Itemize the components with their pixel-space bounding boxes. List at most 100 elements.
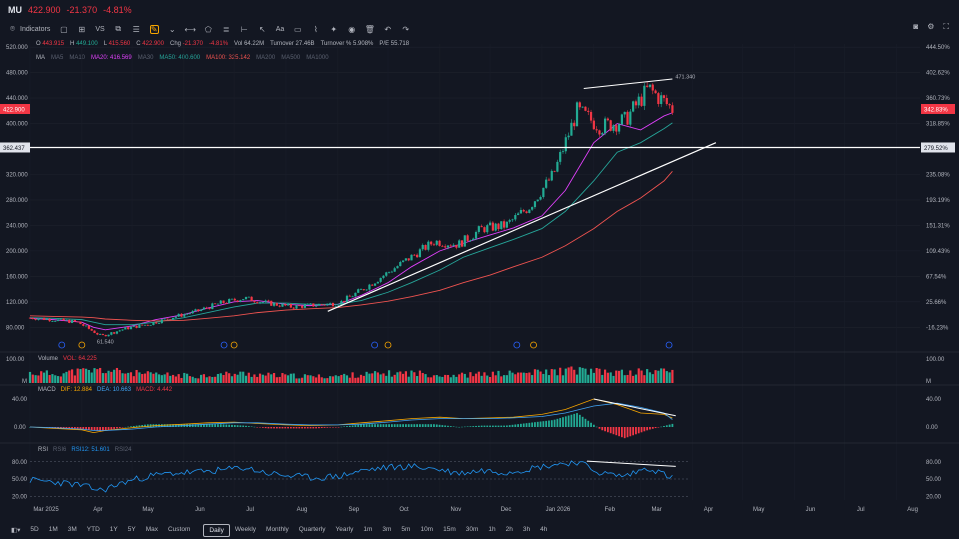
timeframe-5m[interactable]: 5m [401, 525, 411, 533]
volume-bar [303, 374, 307, 383]
macd-hist-bar [90, 427, 93, 431]
hline-tag-pct-label: 279.52% [924, 146, 948, 152]
indicators-button[interactable]: ⌾ Indicators [8, 24, 50, 34]
x-tick-label: Mar [651, 507, 661, 513]
timeframe-1y[interactable]: 1Y [109, 525, 118, 533]
rect-icon[interactable]: ▢ [60, 24, 68, 34]
volume-bar [301, 377, 304, 383]
timeframe-1m[interactable]: 1m [363, 525, 373, 533]
fib-icon[interactable]: ≣ [222, 24, 230, 34]
line-tool-icon[interactable]: ⟷ [184, 24, 196, 34]
macd-hist-bar [200, 424, 203, 427]
settings-icon[interactable]: ⚙ [927, 22, 935, 31]
macd-hist-bar [606, 427, 609, 433]
volume-bar [171, 374, 175, 383]
timeframe-list: 5D 1M 3M YTD 1Y 5Y Max Custom Daily Weekly Monthly… [25, 523, 552, 537]
timeframe-monthly[interactable]: Monthly [266, 525, 289, 533]
timeframe-max[interactable]: Max [145, 525, 158, 533]
y-tick-label-pct: 67.54% [926, 274, 947, 280]
camera-icon[interactable]: ◙ [913, 22, 919, 31]
timeframe-2h[interactable]: 2h [505, 525, 513, 533]
ma-legend: MA MA5 MA10 MA20: 416.569 MA30 MA50: 400… [36, 55, 329, 61]
volume-bar [56, 376, 60, 383]
measure-icon[interactable]: ⊢ [240, 24, 248, 34]
comment-icon[interactable]: ▭ [293, 24, 302, 34]
macd-hist-bar [256, 427, 259, 428]
y-tick-label: 400.000 [6, 122, 28, 128]
ma-line-1 [29, 122, 673, 326]
volume-bar [143, 373, 147, 383]
redo-icon[interactable]: ↷ [402, 24, 410, 34]
macd-hist-bar [635, 427, 637, 435]
macd-hist-bar [222, 424, 225, 427]
rsi-legend: RSI RSI6 RSI12: 51.601 RSI24 [38, 447, 131, 453]
macd-legend: MACD DIF: 12.884 DEA: 10.663 MACD: 4.442 [38, 387, 172, 393]
macd-hist-bar [99, 427, 102, 432]
macd-hist-bar [312, 427, 315, 429]
timeframe-1m[interactable]: 1M [48, 525, 58, 533]
x-tick-label: Mar 2025 [33, 507, 59, 513]
volume-bar [646, 369, 649, 383]
poly-icon[interactable]: ⬠ [204, 24, 212, 34]
timeframe-5y[interactable]: 5Y [127, 525, 136, 533]
candle-body [68, 319, 71, 323]
volume-bar [559, 367, 562, 383]
timeframe-5d[interactable]: 5D [30, 525, 39, 533]
trash-icon[interactable]: 🗑 [364, 24, 375, 34]
rsi-tick: 50.00 [12, 477, 28, 483]
timeframe-quarterly[interactable]: Quarterly [298, 525, 326, 533]
list-icon[interactable]: ☰ [132, 24, 140, 34]
candle-body [115, 331, 119, 334]
candle-body [289, 303, 292, 308]
cursor-icon[interactable]: ↖ [258, 24, 266, 34]
timeframe-30m[interactable]: 30m [465, 525, 479, 533]
compare-icon[interactable]: ⊞ [78, 24, 86, 34]
macd-hist-bar [520, 423, 522, 427]
timeframe-weekly[interactable]: Weekly [234, 525, 257, 533]
undo-icon[interactable]: ↶ [384, 24, 392, 34]
eye-icon[interactable]: ◉ [348, 24, 356, 34]
text-tool-button[interactable]: Aa [275, 25, 285, 33]
timeframe-1h[interactable]: 1h [488, 525, 496, 533]
timeframe-3m[interactable]: 3m [382, 525, 392, 533]
macd-hist-bar [130, 426, 132, 427]
timeframe-10m[interactable]: 10m [420, 525, 434, 533]
fullscreen-icon[interactable]: ⛶ [943, 22, 949, 31]
timeframe-custom[interactable]: Custom [167, 525, 191, 533]
y-tick-label-pct: 444.50% [926, 45, 950, 51]
layout-icon[interactable]: ⧉ [115, 24, 122, 33]
timeframe-3m[interactable]: 3M [67, 525, 77, 533]
vs-button[interactable]: VS [95, 25, 105, 33]
candle-body [82, 324, 85, 326]
symbol-name[interactable]: MU [8, 5, 22, 15]
timeframe-daily[interactable]: Daily [203, 523, 230, 537]
candle-body [236, 300, 239, 302]
macd-hist-bar [402, 424, 405, 427]
macd-hist-bar [264, 427, 267, 429]
chevron-icon[interactable]: ⌄ [168, 24, 176, 34]
y-tick-label: 200.000 [6, 249, 28, 255]
macd-hist-bar [503, 425, 505, 427]
timeframe-3h[interactable]: 3h [522, 525, 531, 533]
price-chart[interactable]: 520.000 480.000 440.000 400.000 320.000 280.0… [0, 0, 959, 521]
pen-icon[interactable]: ✎ [149, 24, 159, 34]
magic-icon[interactable]: ✦ [330, 24, 338, 34]
x-tick-label: Jul [857, 507, 865, 513]
macd-tick: 0.00 [14, 425, 26, 431]
turnover-value: 27.46B [295, 41, 315, 47]
timeframe-4h[interactable]: 4h [540, 525, 548, 533]
rsi24-label: RSI24 [114, 447, 132, 453]
layout-toggle-icon[interactable]: ◧▾ [11, 527, 21, 534]
candle-body [472, 238, 475, 241]
paint-icon[interactable]: ⌇ [313, 24, 318, 34]
volume-bar [163, 374, 166, 383]
candle-body [480, 226, 483, 228]
timeframe-ytd[interactable]: YTD [86, 525, 100, 533]
candle-body [37, 318, 40, 320]
volume-bar [230, 376, 234, 383]
timeframe-15m[interactable]: 15m [443, 525, 456, 533]
macd-hist-bar [651, 427, 654, 429]
macd-hist-bar [351, 425, 354, 427]
y-tick-label-pct: 25.66% [926, 300, 947, 306]
timeframe-yearly[interactable]: Yearly [335, 525, 354, 533]
